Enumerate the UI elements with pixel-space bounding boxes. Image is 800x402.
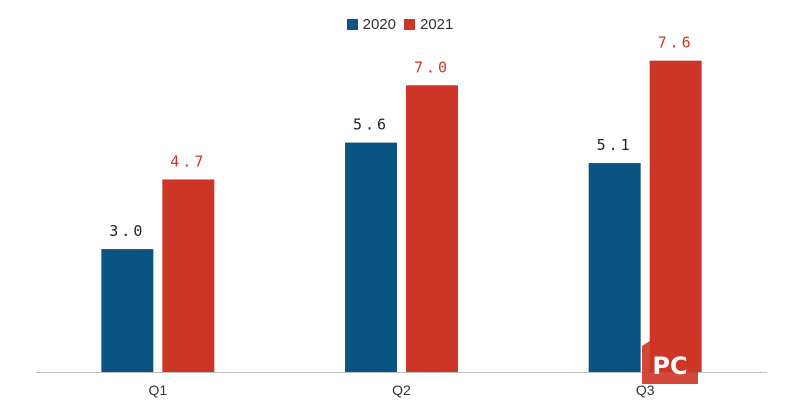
legend-swatch-2020 (346, 19, 358, 30)
watermark-text: PC (652, 352, 687, 380)
bar-2021-Q2 (406, 85, 458, 372)
watermark-badge-icon (642, 328, 698, 384)
data-label-2020-Q1: 3.0 (109, 222, 145, 240)
legend-swatch-2021 (404, 19, 415, 30)
watermark-logo: PC (642, 328, 698, 384)
data-label-2020-Q2: 5.6 (353, 116, 389, 134)
bar-2020-Q1 (101, 249, 154, 372)
bar-2020-Q3 (588, 163, 641, 372)
legend-label-2021: 2021 (420, 16, 454, 33)
bar-2020-Q2 (345, 142, 397, 372)
legend-item-2021: 2021 (404, 16, 453, 33)
x-tick-label-Q2: Q2 (392, 382, 411, 398)
legend-item-2020: 2020 (346, 16, 396, 33)
bar-2021-Q3 (649, 60, 702, 373)
data-label-2021-Q3: 7.6 (658, 34, 694, 52)
x-tick-label-Q1: Q1 (148, 382, 167, 398)
bar-2021-Q1 (162, 179, 215, 372)
data-label-2021-Q1: 4.7 (170, 152, 206, 170)
data-label-2021-Q2: 7.0 (414, 58, 450, 76)
data-label-2020-Q3: 5.1 (597, 136, 633, 154)
legend: 2020 2021 (0, 16, 800, 33)
legend-label-2020: 2020 (362, 16, 396, 33)
x-tick-label-Q3: Q3 (636, 382, 655, 398)
